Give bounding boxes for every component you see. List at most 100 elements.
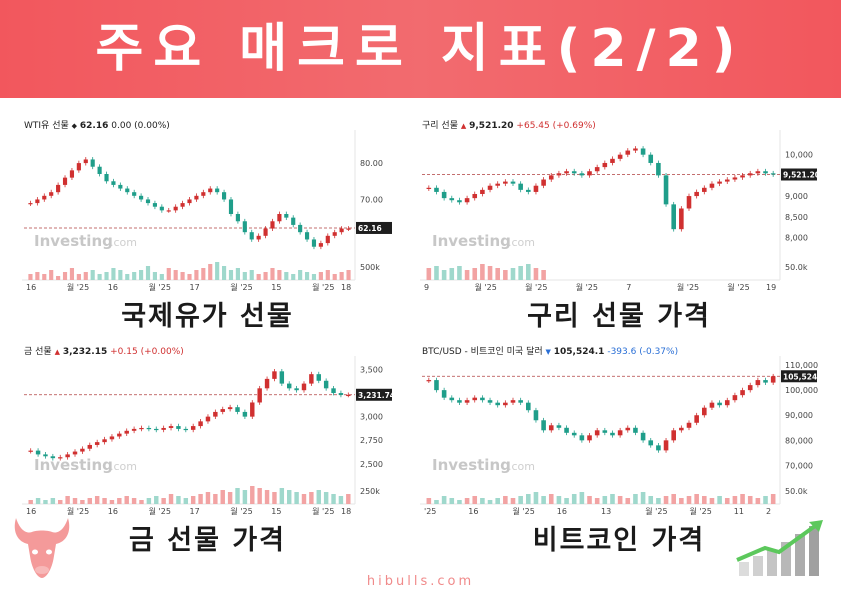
candle-body (291, 217, 296, 225)
candle-body (548, 425, 554, 431)
y-tick-label: 10,000 (785, 151, 813, 160)
candle-body (495, 183, 500, 186)
x-tick-label: 월 '25 (576, 282, 598, 292)
volume-bar (763, 496, 768, 504)
candle-body (747, 173, 753, 176)
chart-header: WTI유 선물 ◆ 62.16 0.00 (0.00%) (24, 118, 170, 131)
volume-bar (187, 274, 192, 280)
volume-bar (426, 268, 432, 280)
y-tick-label: 110,000 (785, 361, 818, 370)
volume-bar (579, 492, 585, 504)
candle-body (464, 198, 470, 203)
last-price: 9,521.20 (469, 121, 514, 131)
price-change-pct: (0.00%) (134, 121, 170, 131)
volume-bar (72, 498, 78, 504)
candle-body (213, 411, 218, 417)
candle-body (724, 400, 730, 406)
candle-body (510, 181, 516, 184)
candle-body (556, 173, 562, 176)
candle-body (242, 221, 247, 233)
volume-bar (541, 270, 546, 280)
candle-body (235, 214, 240, 222)
x-tick-label: 16 (108, 507, 118, 516)
volume-bar (625, 498, 631, 504)
volume-bar (449, 268, 455, 280)
chart-svg: 80.00 70.00 500k Investing.com 62.16 16 월 '25 1… (22, 130, 392, 292)
candle-body (610, 432, 615, 436)
volume-bar (256, 274, 261, 280)
x-tick-label: 월 '25 (513, 506, 535, 516)
x-tick-label: 11 (734, 507, 744, 516)
title-banner (0, 0, 841, 98)
volume-bar (702, 496, 707, 504)
y-tick-label: 2,750 (360, 436, 383, 445)
volume-bar (198, 494, 203, 504)
volume-bar (201, 268, 206, 280)
candle-body (740, 390, 745, 396)
candle-body (663, 175, 669, 205)
y-tick-label: 3,000 (360, 413, 383, 422)
volume-bar (564, 498, 569, 504)
candle-body (526, 402, 531, 411)
volume-bar (316, 490, 321, 504)
candle-body (694, 415, 699, 423)
volume-bar (117, 498, 122, 504)
candle-body (83, 159, 88, 164)
candle-body (709, 402, 715, 408)
candle-body (109, 436, 115, 440)
watermark-suffix: .com (110, 460, 137, 473)
volume-bar (94, 496, 100, 504)
candle-body (480, 189, 485, 194)
volume-bar (65, 496, 70, 504)
volume-bar (487, 266, 493, 280)
volume-bar (180, 272, 185, 280)
candle-body (656, 445, 661, 451)
candle-body (180, 203, 185, 207)
volume-bar (131, 498, 137, 504)
direction-icon: ▲ (54, 348, 60, 356)
candle-body (503, 181, 508, 184)
candle-body (625, 150, 631, 155)
volume-bar (139, 270, 144, 280)
candle-body (602, 430, 608, 433)
candle-body (201, 192, 206, 196)
volume-bar (686, 496, 692, 504)
volume-bar (679, 498, 684, 504)
volume-bar (227, 492, 233, 504)
last-price: 3,232.15 (62, 347, 108, 357)
chart-svg: 3,500 3,000 2,750 2,500 250k Investing.com 3,2… (22, 356, 393, 516)
y-tick-label: 8,500 (785, 213, 808, 222)
volume-bar (331, 494, 336, 504)
volume-bar (472, 496, 478, 504)
candle-body (594, 167, 600, 172)
x-tick-label: 월 '25 (727, 282, 749, 292)
volume-bar (109, 500, 115, 504)
y-tick-label: 70,000 (785, 461, 813, 470)
candle-body (198, 421, 203, 427)
volume-tick-label: 500k (360, 263, 380, 272)
candle-body (564, 171, 569, 174)
watermark-brand: Investing (432, 456, 511, 474)
candle-body (56, 184, 61, 193)
candle-body (755, 171, 761, 174)
volume-bar (132, 272, 137, 280)
candle-body (679, 427, 684, 431)
price-change-pct: (+0.69%) (552, 121, 596, 131)
volume-bar (533, 268, 539, 280)
candle-body (316, 374, 321, 381)
chart-caption-btc: 비트코인 가격 (532, 525, 706, 556)
candle-body (770, 376, 776, 383)
volume-bar (69, 268, 75, 280)
candle-body (526, 189, 531, 192)
volume-bar (257, 488, 262, 504)
volume-bar (154, 496, 159, 504)
candle-body (571, 171, 577, 174)
candle-body (449, 397, 455, 401)
candle-body (250, 402, 255, 417)
volume-bar (648, 496, 654, 504)
watermark-brand: Investing (432, 232, 511, 250)
x-tick-label: '25 (424, 507, 436, 516)
x-tick-label: 9 (424, 283, 429, 292)
price-change: 0.00 (111, 121, 132, 131)
y-tick-label: 3,500 (360, 365, 383, 374)
